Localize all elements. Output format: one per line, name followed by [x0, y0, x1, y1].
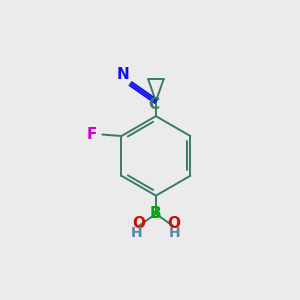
Text: H: H	[169, 226, 181, 239]
Text: O: O	[167, 216, 180, 231]
Text: H: H	[131, 226, 143, 239]
Text: C: C	[148, 97, 160, 112]
Text: O: O	[132, 216, 145, 231]
Text: F: F	[87, 127, 97, 142]
Text: N: N	[116, 67, 129, 82]
Text: B: B	[150, 206, 162, 221]
